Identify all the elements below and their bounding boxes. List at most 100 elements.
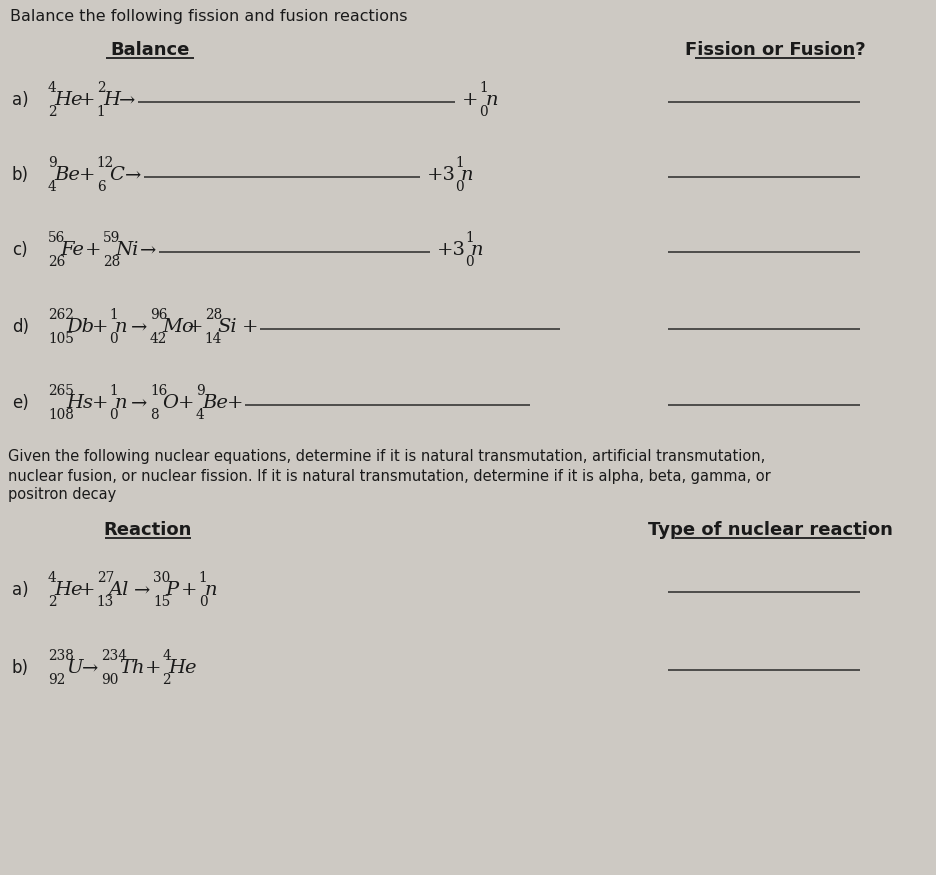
Text: +: + <box>85 241 102 259</box>
Text: Balance the following fission and fusion reactions: Balance the following fission and fusion… <box>10 10 407 24</box>
Text: →: → <box>119 91 135 109</box>
Text: C: C <box>109 166 124 184</box>
Text: b): b) <box>12 659 29 677</box>
Text: →: → <box>134 581 151 599</box>
Text: Given the following nuclear equations, determine if it is natural transmutation,: Given the following nuclear equations, d… <box>8 450 765 465</box>
Text: P: P <box>165 581 178 599</box>
Text: +3: +3 <box>427 166 456 184</box>
Text: Ni: Ni <box>115 241 139 259</box>
Text: +: + <box>181 581 197 599</box>
Text: 0: 0 <box>464 255 473 270</box>
Text: Be: Be <box>54 166 80 184</box>
Text: c): c) <box>12 241 27 259</box>
Text: positron decay: positron decay <box>8 487 116 502</box>
Text: 2: 2 <box>96 80 105 94</box>
Text: +: + <box>80 166 95 184</box>
Text: +: + <box>92 394 108 412</box>
Text: He: He <box>54 581 82 599</box>
Text: 2: 2 <box>48 105 56 119</box>
Text: +: + <box>187 318 204 336</box>
Text: 26: 26 <box>48 255 66 270</box>
Text: 0: 0 <box>198 595 207 609</box>
Text: +: + <box>227 394 243 412</box>
Text: Mo: Mo <box>162 318 194 336</box>
Text: b): b) <box>12 166 29 184</box>
Text: 4: 4 <box>162 648 170 662</box>
Text: +: + <box>241 318 258 336</box>
Text: 2: 2 <box>48 595 56 609</box>
Text: d): d) <box>12 318 29 336</box>
Text: →: → <box>82 659 98 677</box>
Text: 27: 27 <box>96 570 114 584</box>
Text: He: He <box>54 91 82 109</box>
Text: n: n <box>471 241 483 259</box>
Text: 14: 14 <box>205 332 222 346</box>
Text: 0: 0 <box>109 409 117 423</box>
Text: 28: 28 <box>103 255 120 270</box>
Text: 4: 4 <box>196 409 204 423</box>
Text: 96: 96 <box>150 308 168 322</box>
Text: 105: 105 <box>48 332 74 346</box>
Text: +: + <box>461 91 478 109</box>
Text: U: U <box>66 659 82 677</box>
Text: 15: 15 <box>153 595 170 609</box>
Text: +3: +3 <box>436 241 465 259</box>
Text: 16: 16 <box>150 383 167 397</box>
Text: 28: 28 <box>205 308 222 322</box>
Text: 1: 1 <box>455 156 463 170</box>
Text: 12: 12 <box>96 156 114 170</box>
Text: Hs: Hs <box>66 394 93 412</box>
Text: 265: 265 <box>48 383 74 397</box>
Text: 56: 56 <box>48 231 66 245</box>
Text: 108: 108 <box>48 409 74 423</box>
Text: 1: 1 <box>96 105 105 119</box>
Text: +: + <box>80 581 95 599</box>
Text: Si: Si <box>217 318 237 336</box>
Text: 262: 262 <box>48 308 74 322</box>
Text: H: H <box>103 91 120 109</box>
Text: 6: 6 <box>96 180 105 194</box>
Text: +: + <box>92 318 108 336</box>
Text: 9: 9 <box>48 156 57 170</box>
Text: +: + <box>80 91 95 109</box>
Text: →: → <box>131 394 147 412</box>
Text: 1: 1 <box>109 308 117 322</box>
Text: a): a) <box>12 91 29 109</box>
Text: Type of nuclear reaction: Type of nuclear reaction <box>647 521 891 539</box>
Text: Fe: Fe <box>60 241 84 259</box>
Text: Db: Db <box>66 318 95 336</box>
Text: 13: 13 <box>96 595 114 609</box>
Text: 0: 0 <box>455 180 463 194</box>
Text: n: n <box>205 581 217 599</box>
Text: 0: 0 <box>479 105 488 119</box>
Text: →: → <box>131 318 147 336</box>
Text: +: + <box>178 394 195 412</box>
Text: 90: 90 <box>101 674 119 688</box>
Text: 238: 238 <box>48 648 74 662</box>
Text: →: → <box>124 166 141 184</box>
Text: n: n <box>485 91 498 109</box>
Text: Reaction: Reaction <box>104 521 192 539</box>
Text: 1: 1 <box>464 231 473 245</box>
Text: Balance: Balance <box>110 41 189 59</box>
Text: +: + <box>144 659 161 677</box>
Text: 9: 9 <box>196 383 204 397</box>
Text: 0: 0 <box>109 332 117 346</box>
Text: Th: Th <box>119 659 145 677</box>
Text: a): a) <box>12 581 29 599</box>
Text: →: → <box>140 241 156 259</box>
Text: Fission or Fusion?: Fission or Fusion? <box>684 41 864 59</box>
Text: 1: 1 <box>479 80 488 94</box>
Text: e): e) <box>12 394 29 412</box>
Text: 30: 30 <box>153 570 170 584</box>
Text: n: n <box>461 166 473 184</box>
Text: 4: 4 <box>48 180 57 194</box>
Text: 1: 1 <box>109 383 117 397</box>
Text: nuclear fusion, or nuclear fission. If it is natural transmutation, determine if: nuclear fusion, or nuclear fission. If i… <box>8 468 770 484</box>
Text: 59: 59 <box>103 231 120 245</box>
Text: n: n <box>115 394 127 412</box>
Text: 2: 2 <box>162 674 170 688</box>
Text: 8: 8 <box>150 409 158 423</box>
Text: 4: 4 <box>48 80 57 94</box>
Text: He: He <box>168 659 197 677</box>
